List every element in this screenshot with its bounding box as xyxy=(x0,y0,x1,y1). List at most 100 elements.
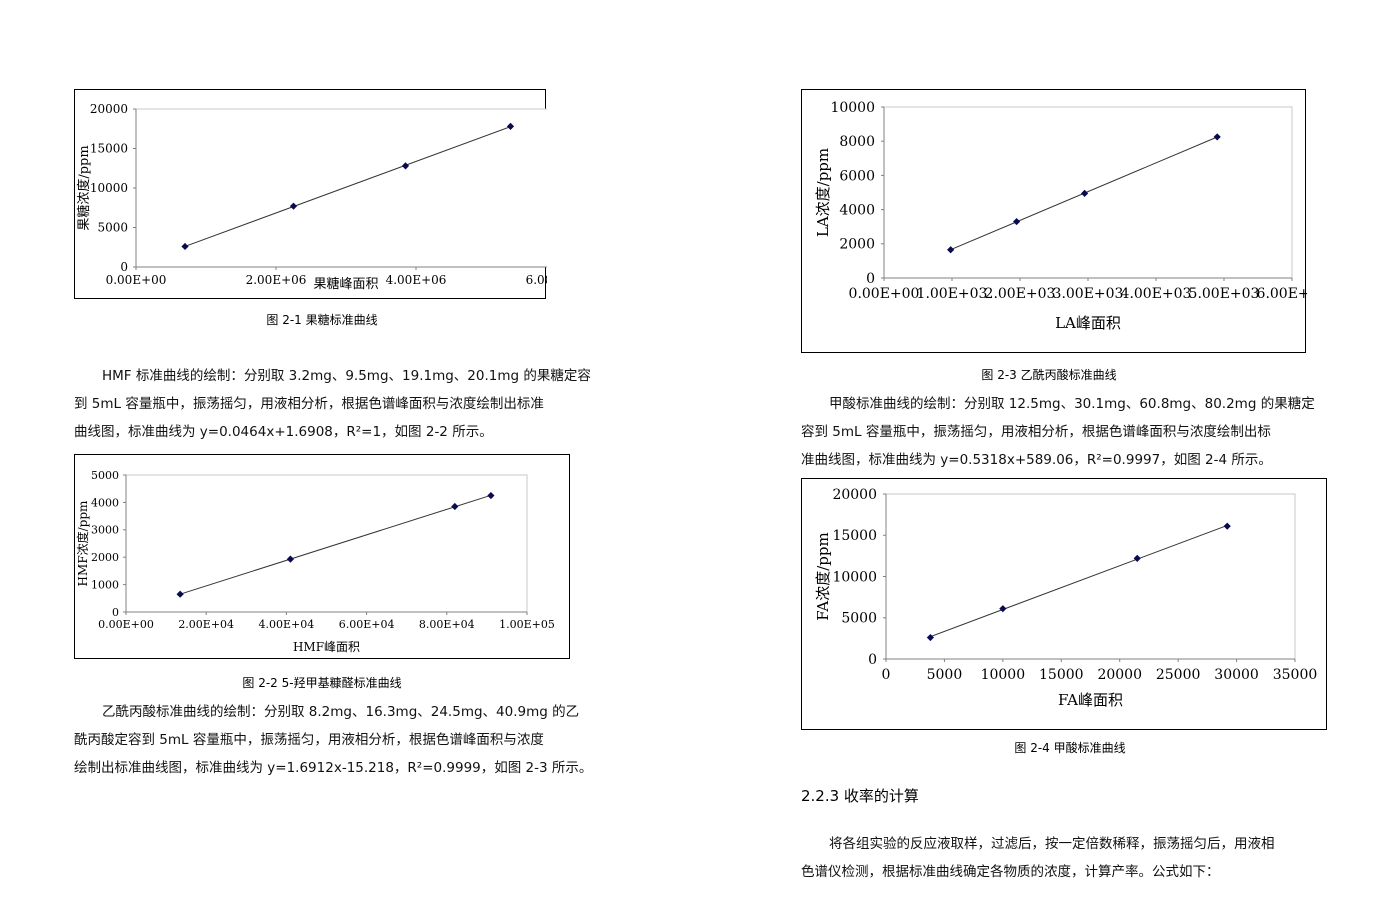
chart-hmf: 0 1000 2000 3000 4000 5000 0.00E+00 2.00E+04 4.0… xyxy=(74,454,570,659)
y-tick-label: 10000 xyxy=(90,181,128,195)
x-tick-label: 6.00E+04 xyxy=(339,618,395,631)
y-tick-label: 0 xyxy=(866,271,875,287)
paragraph-line: 甲酸标准曲线的绘制：分别取 12.5mg、30.1mg、60.8mg、80.2m… xyxy=(829,396,1315,412)
plot-area xyxy=(135,108,547,268)
y-tick-label: 5000 xyxy=(97,221,128,235)
paragraph-line: 准曲线图，标准曲线为 y=0.5318x+589.06，R²=0.9997，如图… xyxy=(801,452,1272,468)
x-tick-label: 5000 xyxy=(927,667,963,683)
chart-la: 0 2000 4000 6000 8000 10000 0.00E+00 1.00E+03 2.… xyxy=(801,89,1307,353)
y-tick-label: 3000 xyxy=(91,524,119,537)
paragraph-la: 乙酰丙酸标准曲线的绘制：分别取 8.2mg、16.3mg、24.5mg、40.9… xyxy=(74,698,593,782)
y-axis-label: 果糖浓度/ppm xyxy=(76,145,92,230)
y-tick-label: 4000 xyxy=(839,203,875,219)
x-tick-label: 35000 xyxy=(1273,667,1318,683)
x-axis-label: HMF峰面积 xyxy=(293,640,360,654)
data-point xyxy=(1223,522,1231,530)
y-tick-label: 5000 xyxy=(841,611,877,627)
x-tick-label: 25000 xyxy=(1156,667,1201,683)
paragraph-line: 曲线图，标准曲线为 y=0.0464x+1.6908，R²=1，如图 2-2 所… xyxy=(74,424,493,440)
y-tick-label: 6000 xyxy=(839,168,875,184)
x-tick-label: 20000 xyxy=(1097,667,1142,683)
y-tick-label: 0 xyxy=(112,606,119,619)
data-point xyxy=(289,202,298,210)
x-tick-label: 3.00E+03 xyxy=(1053,286,1124,302)
x-tick-label: 4.00E+03 xyxy=(1121,286,1192,302)
chart-fa: 0 5000 10000 15000 20000 0 5000 10000 15000 20000… xyxy=(801,478,1327,730)
chart-hmf-svg: 0 1000 2000 3000 4000 5000 0.00E+00 2.00E+04 4.0… xyxy=(75,469,555,654)
data-point xyxy=(181,242,189,251)
y-tick-label: 0 xyxy=(868,652,877,668)
data-point xyxy=(176,590,184,598)
paragraph-line: 色谱仪检测，根据标准曲线确定各物质的浓度，计算产率。公式如下： xyxy=(801,864,1220,880)
data-point xyxy=(487,491,495,500)
caption-fig-2-1: 图 2-1 果糖标准曲线 xyxy=(266,313,378,327)
trendline xyxy=(179,494,492,595)
x-tick-label: 4.00E+04 xyxy=(259,618,315,631)
x-tick-label: 5.00E+03 xyxy=(1189,286,1260,302)
data-point xyxy=(451,502,459,511)
paragraph-line: 绘制出标准曲线图，标准曲线为 y=1.6912x-15.218，R²=0.999… xyxy=(74,760,593,776)
data-point xyxy=(1213,133,1221,141)
x-tick-label: 0.00E+00 xyxy=(849,286,920,302)
paragraph-line: HMF 标准曲线的绘制：分别取 3.2mg、9.5mg、19.1mg、20.1m… xyxy=(102,368,591,384)
chart-fa-svg: 0 5000 10000 15000 20000 0 5000 10000 15000 20000… xyxy=(814,487,1318,709)
y-tick-label: 8000 xyxy=(839,134,875,150)
caption-fig-2-2: 图 2-2 5-羟甲基糠醛标准曲线 xyxy=(242,676,402,690)
data-point xyxy=(506,122,515,130)
caption-fig-2-3: 图 2-3 乙酰丙酸标准曲线 xyxy=(981,368,1117,382)
paragraph-line: 酰丙酸定容到 5mL 容量瓶中，振荡摇匀，用液相分析，根据色谱峰面积与浓度 xyxy=(74,732,544,748)
x-axis-label: FA峰面积 xyxy=(1058,691,1123,709)
paragraph-yield: 将各组实验的反应液取样，过滤后，按一定倍数稀释，振荡摇匀后，用液相 色谱仪检测，… xyxy=(801,830,1301,886)
trendline xyxy=(930,524,1228,638)
paragraph-fa: 甲酸标准曲线的绘制：分别取 12.5mg、30.1mg、60.8mg、80.2m… xyxy=(801,390,1315,474)
x-tick-label: 0 xyxy=(882,667,891,683)
y-tick-label: 15000 xyxy=(90,142,128,156)
paragraph-line: 容到 5mL 容量瓶中，振荡摇匀，用液相分析，根据色谱峰面积与浓度绘制出标 xyxy=(801,424,1271,440)
plot-area xyxy=(883,106,1293,279)
y-axis-label: LA浓度/ppm xyxy=(814,148,832,237)
x-tick-label: 10000 xyxy=(981,667,1026,683)
y-tick-label: 10000 xyxy=(832,569,877,585)
plot-area xyxy=(125,474,528,613)
x-tick-label: 15000 xyxy=(1039,667,1084,683)
data-point xyxy=(401,162,410,170)
trendline xyxy=(184,126,511,247)
y-tick-label: 20000 xyxy=(90,102,128,116)
y-tick-label: 2000 xyxy=(91,551,119,564)
x-tick-label: 4.00E+06 xyxy=(386,273,447,287)
caption-fig-2-4: 图 2-4 甲酸标准曲线 xyxy=(1014,741,1126,755)
paragraph-hmf: HMF 标准曲线的绘制：分别取 3.2mg、9.5mg、19.1mg、20.1m… xyxy=(74,362,591,446)
x-tick-label: 8.00E+04 xyxy=(419,618,475,631)
y-tick-label: 1000 xyxy=(91,578,119,591)
x-tick-label: 6.00E+03 xyxy=(1257,286,1307,302)
x-tick-label: 6.00E+06 xyxy=(526,273,547,287)
x-tick-label: 2.00E+03 xyxy=(985,286,1056,302)
section-heading: 2.2.3 收率的计算 xyxy=(801,787,919,805)
x-axis-label: 果糖峰面积 xyxy=(313,276,378,292)
x-tick-label: 0.00E+00 xyxy=(106,273,167,287)
chart-fructose: 0 5000 10000 15000 20000 0.00E+00 2.00E+06 4.00… xyxy=(74,89,547,299)
x-tick-label: 1.00E+03 xyxy=(917,286,988,302)
y-tick-label: 2000 xyxy=(839,237,875,253)
chart-la-svg: 0 2000 4000 6000 8000 10000 0.00E+001.00E+032.… xyxy=(814,100,1307,332)
y-tick-label: 4000 xyxy=(91,496,119,509)
y-axis-label: HMF浓度/ppm xyxy=(75,500,90,586)
x-tick-label: 30000 xyxy=(1214,667,1259,683)
y-tick-label: 10000 xyxy=(830,100,875,116)
paragraph-line: 乙酰丙酸标准曲线的绘制：分别取 8.2mg、16.3mg、24.5mg、40.9… xyxy=(102,704,580,720)
data-point xyxy=(1081,189,1089,197)
x-tick-label: 2.00E+04 xyxy=(178,618,234,631)
x-tick-label: 2.00E+06 xyxy=(246,273,307,287)
y-tick-label: 20000 xyxy=(832,487,877,503)
data-point xyxy=(947,246,955,254)
x-tick-label: 1.00E+05 xyxy=(499,618,555,631)
paragraph-line: 到 5mL 容量瓶中，振荡摇匀，用液相分析，根据色谱峰面积与浓度绘制出标准 xyxy=(74,396,544,412)
y-axis-label: FA浓度/ppm xyxy=(814,532,832,620)
y-tick-label: 15000 xyxy=(832,528,877,544)
chart-fructose-svg: 0 5000 10000 15000 20000 0.00E+00 2.00E+06 4.00… xyxy=(76,102,547,292)
data-point xyxy=(1133,554,1141,562)
y-tick-label: 5000 xyxy=(91,469,119,482)
x-tick-label: 0.00E+00 xyxy=(98,618,154,631)
y-tick-label: 0 xyxy=(120,260,128,274)
x-axis-label: LA峰面积 xyxy=(1055,314,1121,332)
